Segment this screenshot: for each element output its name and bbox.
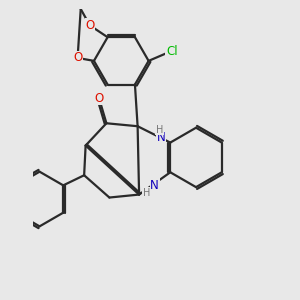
Text: O: O xyxy=(94,92,103,104)
Text: O: O xyxy=(73,51,82,64)
Text: N: N xyxy=(157,131,166,145)
Text: N: N xyxy=(150,178,159,192)
Text: O: O xyxy=(85,19,94,32)
Text: H: H xyxy=(143,188,150,198)
Text: Cl: Cl xyxy=(166,46,178,59)
Text: H: H xyxy=(156,125,163,135)
